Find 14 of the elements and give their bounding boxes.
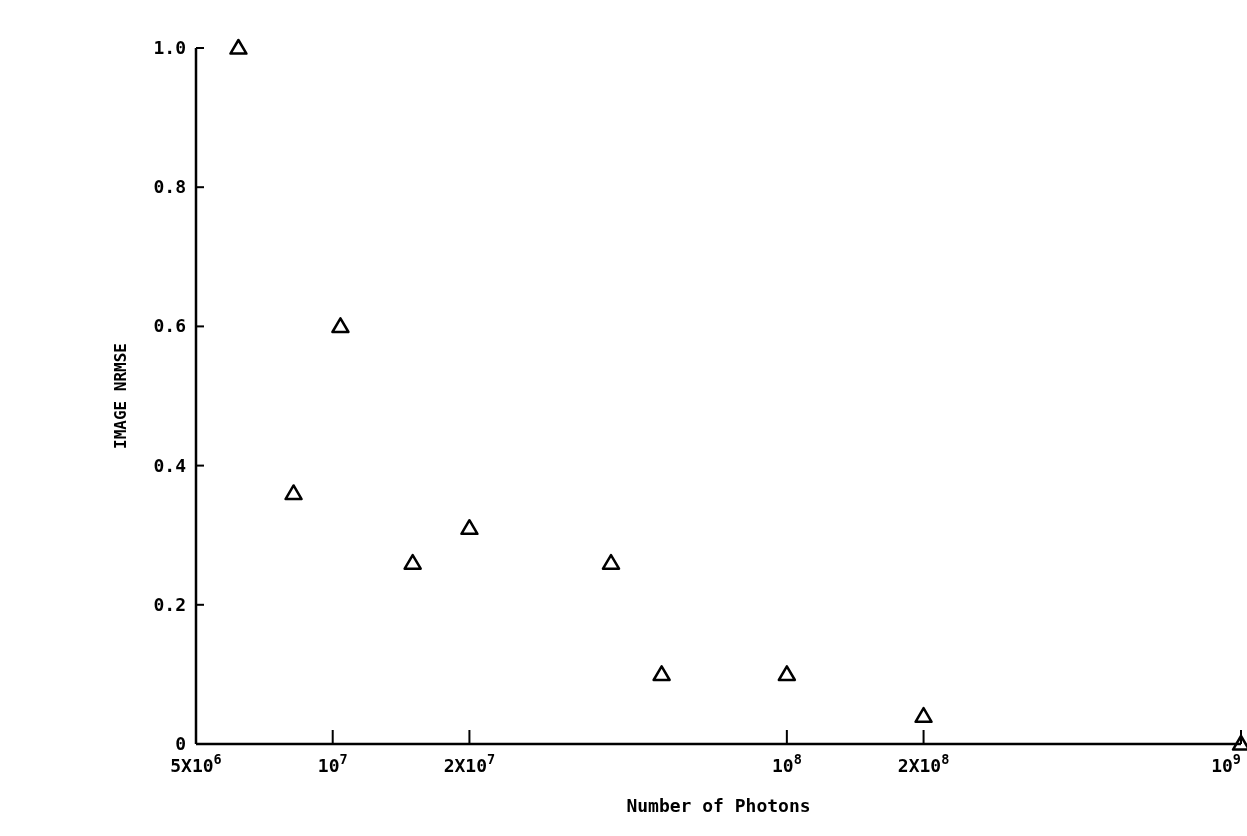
x-tick-label: 10$^{8}$ [771, 751, 802, 776]
x-tick-label: 5X10$^{6}$ [170, 751, 222, 776]
x-tick-label: 10$^{9}$ [1211, 751, 1241, 776]
x-tick-label: 10$^{7}$ [317, 751, 348, 776]
y-tick-label: 1.0 [153, 37, 186, 58]
x-axis-title: Number of Photons [626, 795, 811, 816]
y-tick-label: 0.2 [153, 593, 186, 615]
y-tick-label: 0.8 [153, 176, 186, 198]
x-tick-label: 2X10$^{7}$ [443, 751, 496, 776]
y-tick-label: 0 [175, 733, 186, 754]
x-tick-label: 2X10$^{8}$ [897, 751, 950, 776]
y-tick-label: 0.4 [153, 454, 187, 476]
y-tick-label: 0.6 [153, 315, 186, 337]
y-axis-title: IMAGE NRMSE [111, 343, 130, 449]
